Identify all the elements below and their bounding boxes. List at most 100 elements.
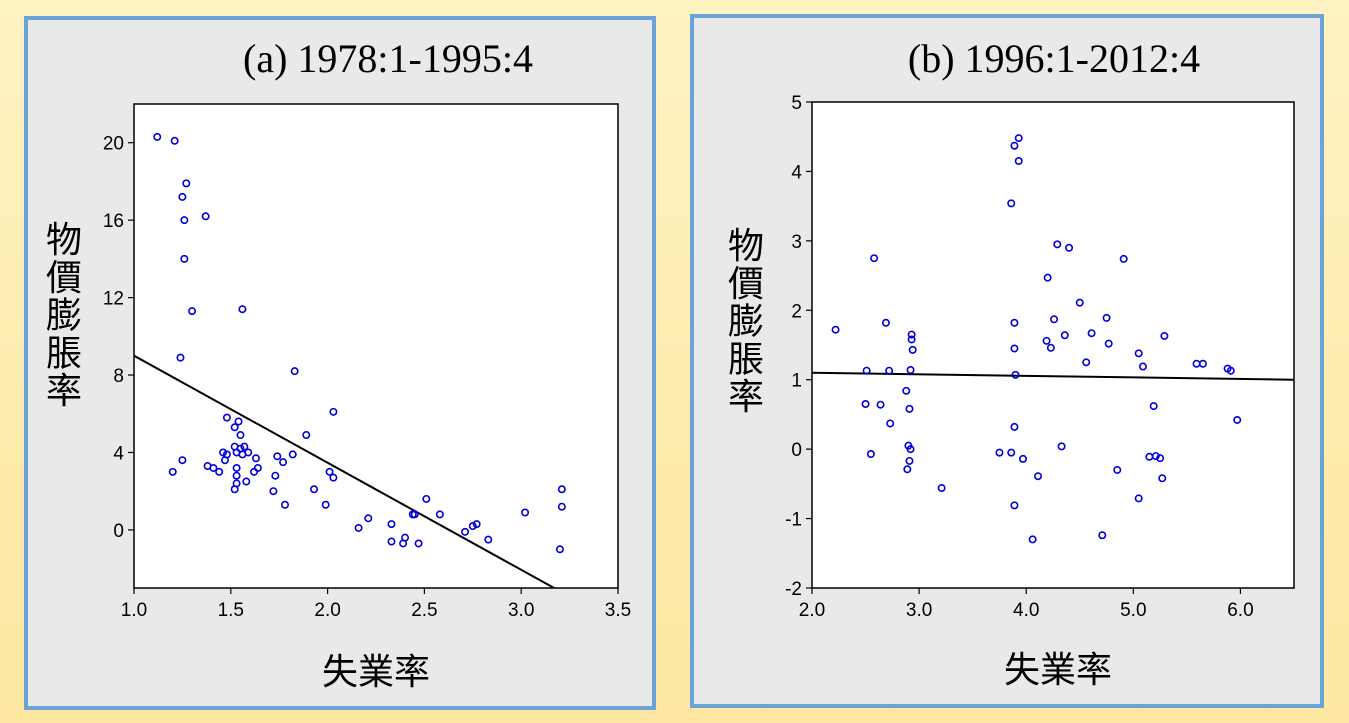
data-point <box>905 456 914 465</box>
data-point <box>885 366 894 375</box>
data-point <box>1014 157 1023 166</box>
chart-panel-a: (a) 1978:1-1995:4 1.0 1.5 2.0 2.5 3.0 3.5 0 4 8 12… <box>24 16 656 710</box>
data-point <box>866 450 875 459</box>
data-point <box>876 400 885 409</box>
data-point <box>903 465 912 474</box>
data-point <box>219 448 228 457</box>
data-point <box>222 413 231 422</box>
data-point <box>1134 494 1143 503</box>
data-point <box>244 448 253 457</box>
data-point <box>1156 454 1165 463</box>
x-axis-label: 失業率 <box>322 652 430 693</box>
data-point <box>1198 359 1207 368</box>
data-point <box>182 179 191 188</box>
plot-area <box>133 103 619 589</box>
y-tick-label: 5 <box>791 93 802 114</box>
data-point <box>1007 199 1016 208</box>
data-point <box>472 520 481 529</box>
data-point <box>521 508 530 517</box>
data-point <box>862 366 871 375</box>
y-tick-label: 2 <box>791 301 802 322</box>
x-tick-label: 3.0 <box>906 600 932 621</box>
data-point <box>557 485 566 494</box>
data-point <box>1233 415 1242 424</box>
chart-title: (a) 1978:1-1995:4 <box>243 36 533 81</box>
data-point <box>1050 315 1059 324</box>
data-point <box>1007 448 1016 457</box>
x-tick-label: 3.5 <box>605 600 631 621</box>
data-point <box>242 477 251 486</box>
data-point <box>870 254 879 263</box>
data-point <box>176 353 185 362</box>
y-tick-label: 1 <box>791 371 802 392</box>
data-point <box>1160 331 1169 340</box>
data-point <box>905 404 914 413</box>
data-point <box>240 442 249 451</box>
data-point <box>461 527 470 536</box>
data-point <box>1138 362 1147 371</box>
data-point <box>201 212 210 221</box>
data-point <box>1149 402 1158 411</box>
y-tick-label: 3 <box>791 232 802 253</box>
data-point <box>1010 422 1019 431</box>
data-point <box>881 318 890 327</box>
data-point <box>1028 535 1037 544</box>
y-tick-label: -2 <box>785 579 802 600</box>
data-point <box>310 485 319 494</box>
y-tick-label: 4 <box>113 443 124 464</box>
data-point <box>1011 370 1020 379</box>
data-point <box>1053 240 1062 249</box>
x-tick-label: 1.0 <box>121 600 147 621</box>
data-point <box>281 500 290 509</box>
data-point <box>288 450 297 459</box>
data-point <box>329 473 338 482</box>
data-point <box>1104 339 1113 348</box>
data-point <box>410 510 419 519</box>
scatter-chart-b: (b) 1996:1-2012:4 2.0 3.0 4.0 5.0 6.0 -2 -1 0 1 2 3… <box>728 36 1295 691</box>
data-point <box>273 452 282 461</box>
x-tick-label: 6.0 <box>1227 600 1253 621</box>
data-point <box>861 400 870 409</box>
data-point <box>236 431 245 440</box>
data-point <box>238 305 247 314</box>
data-point <box>325 467 334 476</box>
regression-line <box>812 371 1294 381</box>
data-point <box>290 367 299 376</box>
data-point <box>1010 141 1019 150</box>
data-point <box>1098 531 1107 540</box>
data-point <box>555 545 564 554</box>
data-point <box>1057 442 1066 451</box>
data-point <box>215 467 224 476</box>
data-point <box>1151 452 1160 461</box>
data-point <box>886 419 895 428</box>
data-point <box>1010 501 1019 510</box>
data-point <box>220 456 229 465</box>
y-axis-label: 物價膨脹率 <box>728 226 764 418</box>
data-point <box>902 386 911 395</box>
data-point <box>1119 254 1128 263</box>
data-point <box>387 537 396 546</box>
data-point <box>435 510 444 519</box>
y-tick-label: 0 <box>791 440 802 461</box>
data-point <box>387 520 396 529</box>
x-tick-label: 2.0 <box>799 600 825 621</box>
data-point <box>180 254 189 263</box>
data-point <box>279 458 288 467</box>
data-point <box>414 539 423 548</box>
y-tick-label: 8 <box>113 366 124 387</box>
data-point <box>354 523 363 532</box>
data-point <box>1065 243 1074 252</box>
data-point <box>271 471 280 480</box>
data-point <box>178 192 187 201</box>
data-point <box>1043 273 1052 282</box>
chart-panel-b: (b) 1996:1-2012:4 2.0 3.0 4.0 5.0 6.0 -2 -1 0 1 2 3… <box>690 14 1324 708</box>
data-point <box>250 467 259 476</box>
data-point <box>230 423 239 432</box>
data-point <box>906 365 915 374</box>
x-tick-label: 2.0 <box>314 600 340 621</box>
data-point <box>468 522 477 531</box>
data-point <box>170 136 179 145</box>
data-point <box>329 407 338 416</box>
data-point <box>180 216 189 225</box>
data-point <box>321 500 330 509</box>
